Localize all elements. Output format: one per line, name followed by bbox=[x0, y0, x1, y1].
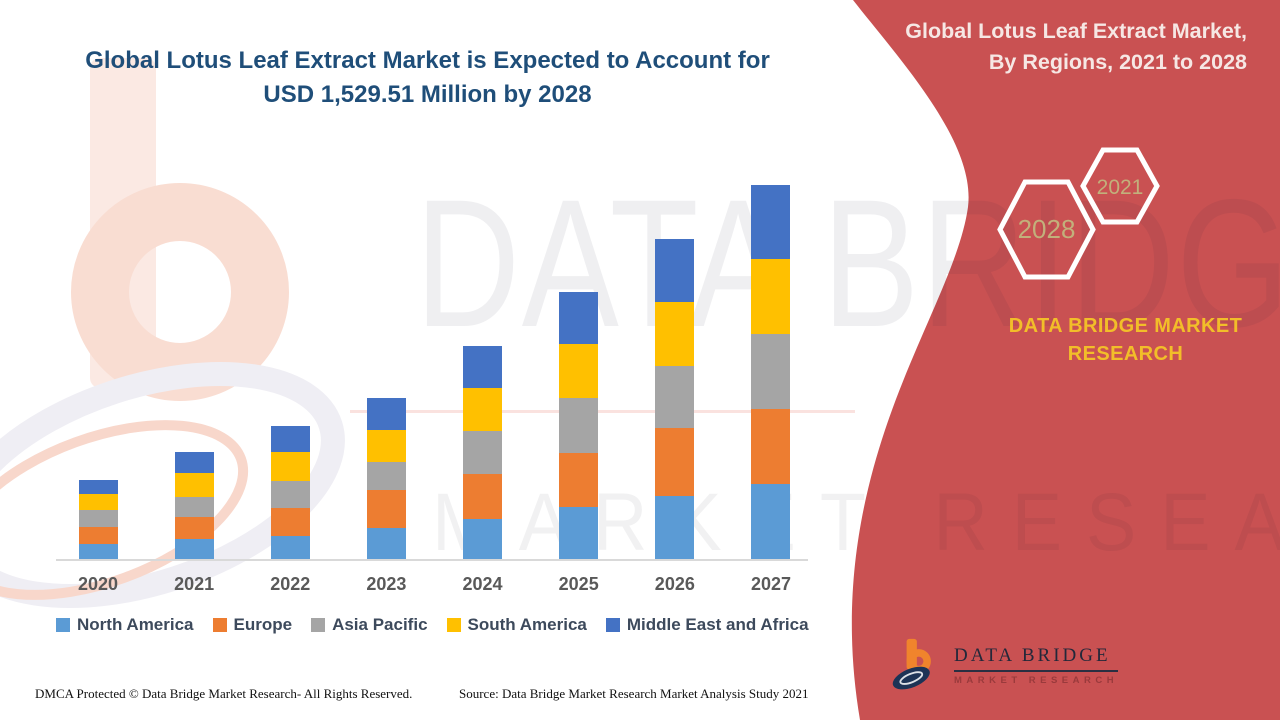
bar-segment-2024-europe bbox=[463, 474, 503, 519]
bar-segment-2026-middle-east-and-africa bbox=[655, 239, 695, 302]
legend-item-south-america: South America bbox=[446, 615, 587, 635]
bar-segment-2025-europe bbox=[559, 453, 599, 507]
bar-segment-2023-europe bbox=[366, 490, 406, 528]
bar-segment-2024-asia-pacific bbox=[463, 431, 503, 474]
bar-segment-2020-south-america bbox=[78, 494, 118, 510]
legend-item-europe: Europe bbox=[212, 615, 293, 635]
legend-marker-icon bbox=[605, 618, 620, 632]
bar-segment-2023-south-america bbox=[366, 430, 406, 462]
page-title-line1: Global Lotus Leaf Extract Market is Expe… bbox=[85, 47, 770, 74]
bar-segment-2023-asia-pacific bbox=[366, 462, 406, 490]
x-axis-label-2027: 2027 bbox=[750, 574, 791, 594]
bar-segment-2020-middle-east-and-africa bbox=[78, 480, 118, 494]
bar-segment-2026-north-america bbox=[655, 496, 695, 560]
hexagon-2021-label: 2021 bbox=[1097, 176, 1144, 199]
legend-marker-icon bbox=[56, 618, 70, 632]
x-axis-label-2021: 2021 bbox=[174, 574, 215, 594]
bar-segment-2021-europe bbox=[174, 517, 214, 539]
bar-segment-2022-south-america bbox=[270, 452, 310, 481]
bar-segment-2024-middle-east-and-africa bbox=[463, 346, 503, 388]
hexagon-2021: 2021 bbox=[1080, 147, 1160, 225]
bar-segment-2026-europe bbox=[655, 428, 695, 496]
x-axis-label-2020: 2020 bbox=[77, 574, 119, 594]
background-logo-watermark-icon bbox=[0, 58, 345, 608]
side-panel-title: Global Lotus Leaf Extract Market, By Reg… bbox=[827, 16, 1247, 78]
bar-segment-2023-middle-east-and-africa bbox=[366, 398, 406, 430]
bar-segment-2022-north-america bbox=[270, 536, 310, 560]
bar-segment-2021-south-america bbox=[174, 473, 214, 497]
bar-segment-2024-south-america bbox=[463, 388, 503, 431]
legend-label: Europe bbox=[233, 615, 293, 634]
bar-segment-2023-north-america bbox=[366, 528, 406, 560]
bar-segment-2021-asia-pacific bbox=[174, 497, 214, 517]
dmca-notice: DMCA Protected © Data Bridge Market Rese… bbox=[35, 686, 413, 701]
x-axis-line bbox=[56, 559, 808, 561]
bar-segment-2022-europe bbox=[270, 508, 310, 536]
legend-label: Asia Pacific bbox=[332, 615, 428, 634]
bar-segment-2026-asia-pacific bbox=[655, 366, 695, 428]
legend-item-asia-pacific: Asia Pacific bbox=[311, 615, 428, 635]
x-axis-label-2023: 2023 bbox=[366, 574, 407, 594]
page-title-line2: USD 1,529.51 Million by 2028 bbox=[263, 81, 592, 108]
x-axis-label-2026: 2026 bbox=[654, 574, 695, 594]
x-axis-label-2025: 2025 bbox=[558, 574, 599, 594]
side-panel-background bbox=[851, 0, 1280, 720]
hexagon-2028-label: 2028 bbox=[1018, 214, 1076, 244]
bar-segment-2020-asia-pacific bbox=[78, 510, 118, 527]
bar-segment-2020-europe bbox=[78, 527, 118, 544]
source-note: Source: Data Bridge Market Research Mark… bbox=[459, 686, 809, 701]
dbmr-logo-text: DATA BRIDGE MARKET RESEARCH bbox=[954, 645, 1119, 686]
bar-segment-2027-asia-pacific bbox=[751, 334, 791, 409]
dbmr-logo-name: DATA BRIDGE bbox=[954, 645, 1119, 672]
side-panel-title-line1: Global Lotus Leaf Extract Market, bbox=[905, 19, 1247, 43]
bar-segment-2021-north-america bbox=[174, 539, 214, 560]
legend-item-middle-east-and-africa: Middle East and Africa bbox=[605, 615, 809, 635]
bar-segment-2021-middle-east-and-africa bbox=[174, 452, 214, 473]
bar-segment-2020-north-america bbox=[78, 544, 118, 560]
x-axis-label-2024: 2024 bbox=[462, 574, 503, 594]
legend-label: Middle East and Africa bbox=[626, 615, 809, 634]
legend-marker-icon bbox=[212, 618, 227, 632]
legend-marker-icon bbox=[446, 618, 461, 632]
dbmr-logo-subtitle: MARKET RESEARCH bbox=[954, 674, 1119, 686]
hexagon-2028: 2028 bbox=[997, 179, 1096, 280]
legend-marker-icon bbox=[311, 618, 326, 632]
bar-segment-2027-middle-east-and-africa bbox=[751, 185, 791, 259]
bar-segment-2026-south-america bbox=[655, 302, 695, 366]
bar-segment-2027-north-america bbox=[751, 484, 791, 560]
bar-segment-2027-south-america bbox=[751, 259, 791, 334]
bar-segment-2022-middle-east-and-africa bbox=[270, 426, 310, 452]
page-title: Global Lotus Leaf Extract Market is Expe… bbox=[65, 44, 790, 112]
bar-segment-2022-asia-pacific bbox=[270, 481, 310, 508]
bar-segment-2025-north-america bbox=[559, 507, 599, 560]
brand-wordmark: DATA BRIDGE MARKET RESEARCH bbox=[1008, 315, 1243, 365]
side-panel-title-line2: By Regions, 2021 to 2028 bbox=[988, 50, 1247, 74]
legend-label: North America bbox=[77, 615, 194, 634]
bar-segment-2027-europe bbox=[751, 409, 791, 484]
chart-legend: North America Europe Asia Pacific South Ame… bbox=[56, 615, 809, 635]
dbmr-logo: DATA BRIDGE MARKET RESEARCH bbox=[886, 637, 1119, 693]
x-axis-label-2022: 2022 bbox=[270, 574, 311, 594]
bar-segment-2025-south-america bbox=[559, 344, 599, 398]
bar-segment-2025-middle-east-and-africa bbox=[559, 292, 599, 344]
hexagon-badges: 2021 2028 bbox=[997, 147, 1160, 280]
dbmr-logo-icon bbox=[892, 638, 931, 690]
bar-segment-2025-asia-pacific bbox=[559, 398, 599, 453]
bar-segment-2024-north-america bbox=[463, 519, 503, 560]
legend-label: South America bbox=[467, 615, 587, 634]
watermark-divider-line bbox=[350, 410, 855, 413]
legend-item-north-america: North America bbox=[56, 615, 194, 635]
